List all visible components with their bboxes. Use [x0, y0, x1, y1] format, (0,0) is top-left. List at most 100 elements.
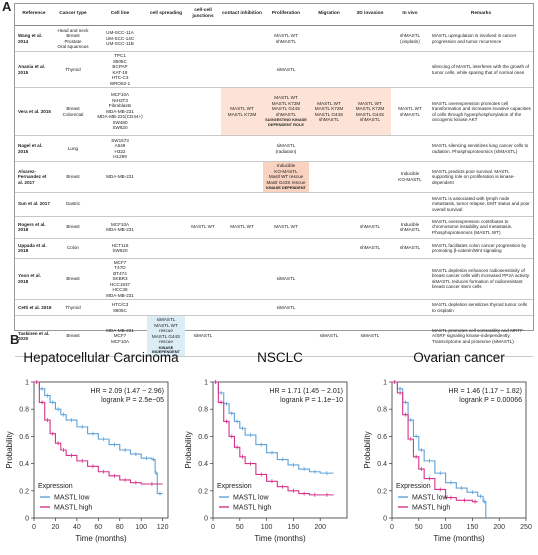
hazard-ratio: HR = 2.09 (1.47 − 2.96)	[90, 388, 164, 395]
cell-invivo	[391, 192, 429, 217]
y-tick-label: 0.6	[377, 434, 387, 441]
cell-text: shMASTL	[359, 245, 381, 251]
x-tick-label: 150	[467, 524, 479, 531]
km-plot-0: Hepatocellular Carcinoma 0 0.2 0.4 0.6 0.8 1 0 2…	[5, 350, 179, 543]
cell-junctions	[185, 299, 221, 317]
y-tick-label: 0.8	[19, 407, 29, 414]
cell-prolif: siMASTL	[263, 51, 309, 88]
cell-cells	[93, 192, 147, 217]
cell-junctions	[185, 258, 221, 301]
survival-curve-low	[392, 381, 487, 518]
cell-ref: Anania et al. 2015	[15, 51, 53, 88]
column-header-cancer: Cancer type	[53, 4, 93, 26]
cell-text: MASTL upregulation is involved in cancer…	[432, 33, 517, 44]
x-axis-label: Time (months)	[433, 534, 485, 543]
cell-migration: MASTL WT MASTL K72M MASTL G44S shMASTL	[309, 87, 349, 136]
cell-migration	[309, 258, 349, 301]
cell-text: Sun et al. 2017	[18, 201, 50, 207]
cell-prolif: siMASTL	[263, 299, 309, 317]
y-tick-label: 0.6	[19, 434, 29, 441]
cell-migration	[309, 51, 349, 88]
literature-table: Reference Cancer type Cell line cell spread…	[15, 4, 533, 358]
cell-cancer: Gastric	[53, 192, 93, 217]
cell-migration: siMASTL	[309, 315, 349, 358]
cell-spreading	[147, 216, 185, 239]
x-tick-label: 100	[261, 524, 273, 531]
cell-ref: Nagel et al. 2015	[15, 135, 53, 162]
legend-label-high: MASTL high	[412, 505, 450, 512]
column-header-ref: Reference	[15, 4, 53, 26]
cell-prolif: Inducible KO-MASTL Mastl WT rescue Mastl…	[263, 161, 309, 193]
cell-text: Yoon et al. 2018	[18, 273, 41, 284]
hazard-ratio: HR = 1.46 (1.17 − 1.82)	[448, 388, 522, 395]
cell-remarks: MASTL overexpression contributes to chro…	[429, 216, 533, 239]
cell-text: siMASTL	[319, 333, 339, 339]
cell-contact	[221, 192, 263, 217]
cell-prolif: MASTL WT shMASTL	[263, 25, 309, 52]
cell-text: Inducible shMASTL	[399, 221, 421, 233]
cell-text: MASTL overexpression contributes to chro…	[432, 218, 513, 235]
cell-text: siMASTL	[276, 66, 296, 72]
cell-text: Cetti et al. 2019	[18, 304, 52, 310]
cell-text: MASTL WT shMASTL	[274, 33, 298, 44]
cell-text: Taskinen et al. 2020	[18, 330, 50, 342]
table-row: Cetti et al. 2019 Thyroid HTC/C3 8505C siMA…	[15, 299, 533, 317]
cell-text: MASTL depletion enhances radiosensitivit…	[432, 267, 530, 290]
cell-invasion: shMASTL	[349, 216, 391, 239]
y-tick-label: 0.6	[198, 434, 208, 441]
table-row: Rogers et al. 2018 Breast MCF10A MDA-MB-23…	[15, 216, 533, 239]
literature-table-panel: Reference Cancer type Cell line cell spread…	[14, 3, 534, 358]
cell-migration	[309, 192, 349, 217]
cell-text: MASTL WT MASTL K72M MASTL G44S shMASTL	[271, 95, 301, 117]
cell-invivo	[391, 315, 429, 358]
y-tick-label: 0.4	[377, 461, 387, 468]
cell-text: Breast Colorectal	[62, 106, 84, 117]
cell-invasion	[349, 161, 391, 193]
cell-cancer: Breast	[53, 216, 93, 239]
cell-text: MCF10A MDA-MB-231	[106, 221, 134, 233]
cell-junctions	[185, 161, 221, 193]
cell-spreading	[147, 25, 185, 52]
cell-text: Thyroid	[65, 66, 81, 72]
cell-prolif	[263, 315, 309, 358]
column-header-invivo: In vivo	[391, 4, 429, 26]
cell-text: MASTL WT	[230, 224, 254, 230]
y-tick-label: 0.8	[198, 407, 208, 414]
cell-junctions	[185, 238, 221, 259]
cell-cells: TPC1 8505C BCPAP KAT-18 HTC-C3 WRO82-1	[93, 51, 147, 88]
plot-frame	[391, 381, 527, 519]
table-row: Wang et al. 2014 Head and neck Breast Pro…	[15, 25, 533, 52]
cell-prolif	[263, 238, 309, 259]
column-header-invasion: 3D invasion	[349, 4, 391, 26]
cell-text: siMASTL	[276, 304, 296, 310]
cell-invasion: MASTL WT MASTL K72M MASTL G44S shMASTL	[349, 87, 391, 136]
cell-invasion	[349, 258, 391, 301]
x-tick-label: 60	[94, 524, 102, 531]
cell-text: Breast	[66, 224, 80, 230]
cell-spreading	[147, 299, 185, 317]
cell-prolif: siMASTL	[263, 258, 309, 301]
cell-ref: Uppada et al. 2018	[15, 238, 53, 259]
cell-remarks: MASTL predicts poor survival. MASTL supp…	[429, 161, 533, 193]
cell-invivo	[391, 51, 429, 88]
cell-junctions	[185, 192, 221, 217]
cell-contact	[221, 161, 263, 193]
legend-label-low: MASTL low	[412, 495, 448, 502]
cell-text: Rogers et al. 2018	[18, 221, 46, 233]
legend-title: Expression	[38, 483, 73, 490]
cell-text: Lung	[67, 145, 79, 151]
survival-plots-panel: Hepatocellular Carcinoma 0 0.2 0.4 0.6 0.8 1 0 2…	[0, 334, 538, 550]
logrank-p: logrank P = 1.1e−10	[280, 397, 343, 404]
cell-cells: MCF10A NIH3T3 Fibroblasts MDA-MB-231 MDA…	[93, 87, 147, 136]
cell-spreading	[147, 161, 185, 193]
cell-cells: HCT116 SW620	[93, 238, 147, 259]
cell-invivo	[391, 299, 429, 317]
cell-cells: MDA-MB-231 MCF7 MCF10A	[93, 315, 147, 358]
plot-title: Hepatocellular Carcinoma	[23, 350, 179, 365]
x-tick-label: 0	[211, 524, 215, 531]
cell-cancer: Breast Colorectal	[53, 87, 93, 136]
cell-invivo: shMASTL	[391, 238, 429, 259]
cell-text: Alvarez-Fernandez et al. 2017	[18, 168, 47, 185]
cell-text: shMASTL	[359, 224, 381, 230]
cell-remarks: MASTL silencing sensitizes lung cancer c…	[429, 135, 533, 162]
